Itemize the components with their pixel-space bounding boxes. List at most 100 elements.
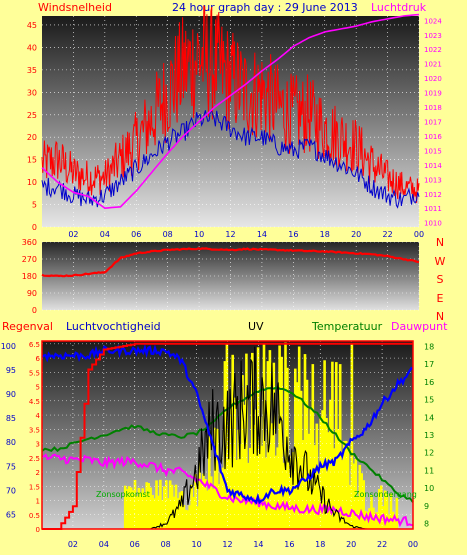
- y-tick-humidity: 75: [6, 462, 16, 471]
- solar-bar: [376, 512, 379, 529]
- solar-bar: [252, 424, 256, 529]
- y-axis-right-1: 1010 1011 1012 1013 1014 1015 1016 1017 1018 1019…: [424, 17, 442, 227]
- compass-label: E: [437, 292, 444, 305]
- y-tick-rain: 6: [36, 355, 41, 363]
- solar-bar: [235, 460, 238, 529]
- y-tick-left-1: 40: [27, 43, 37, 52]
- compass-label: N: [436, 310, 444, 323]
- luchtvochtigheid-label: Luchtvochtigheid: [66, 320, 161, 333]
- solar-bar: [165, 480, 168, 529]
- y-tick-right-1: 1015: [424, 147, 442, 155]
- y-axis-temperature: 8 9 10 11 12 13 14 15 16 17 18: [424, 342, 434, 528]
- solar-bar: [204, 479, 207, 529]
- y-tick-temperature: 9: [424, 502, 429, 511]
- solar-bar: [344, 440, 348, 529]
- solar-bar: [176, 498, 180, 529]
- y-tick-rain: 3: [36, 441, 40, 449]
- solar-bar: [338, 364, 342, 529]
- y-tick-temperature: 11: [424, 466, 434, 475]
- y-tick-right-1: 1010: [424, 220, 442, 228]
- x-tick-1: 12: [225, 230, 235, 239]
- y-tick-temperature: 13: [424, 431, 434, 440]
- y-tick-humidity: 85: [6, 414, 16, 423]
- solar-bar: [393, 515, 397, 529]
- solar-bar: [342, 441, 346, 529]
- x-axis-1: 02 04 06 08 10 12 14 16 18 20 22 00: [68, 230, 424, 239]
- solar-bar: [137, 487, 141, 529]
- x-tick-1: 06: [131, 230, 141, 239]
- solar-bar: [313, 445, 317, 529]
- solar-bar: [157, 495, 160, 529]
- y-tick-temperature: 14: [424, 413, 434, 422]
- solar-bar: [292, 452, 295, 529]
- solar-bar: [260, 445, 264, 529]
- solar-bar: [278, 345, 281, 529]
- x-tick-3: 12: [222, 540, 232, 549]
- solar-bar: [337, 429, 340, 529]
- solar-bar: [372, 507, 375, 529]
- y-tick-left-2: 360: [22, 238, 37, 247]
- solar-bar: [301, 440, 305, 529]
- y-tick-rain: 4: [36, 412, 41, 420]
- x-tick-1: 04: [100, 230, 110, 239]
- solar-bar: [335, 362, 338, 529]
- solar-bar: [186, 510, 190, 529]
- y-tick-temperature: 15: [424, 396, 434, 405]
- x-tick-1: 00: [414, 230, 424, 239]
- y-tick-left-1: 10: [27, 178, 37, 187]
- solar-bar: [151, 495, 154, 529]
- solar-bar: [123, 485, 127, 529]
- regenval-label: Regenval: [2, 320, 53, 333]
- x-tick-1: 16: [288, 230, 298, 239]
- x-tick-1: 08: [163, 230, 173, 239]
- x-tick-1: 14: [257, 230, 267, 239]
- rain-line: [42, 342, 413, 530]
- solar-bar: [315, 423, 319, 529]
- solar-bar: [307, 433, 311, 529]
- solar-bar: [190, 484, 193, 529]
- solar-bar: [178, 492, 182, 529]
- solar-bar: [348, 484, 352, 529]
- series-2: [41, 247, 420, 278]
- y-tick-humidity: 90: [6, 390, 16, 399]
- y-tick-temperature: 17: [424, 360, 434, 369]
- solar-bar: [170, 484, 174, 529]
- y-tick-rain: 2.5: [29, 455, 40, 463]
- y-tick-left-1: 5: [32, 201, 37, 210]
- solar-bar: [184, 509, 188, 529]
- solar-bar: [333, 448, 336, 529]
- y-tick-rain: 3.5: [29, 426, 40, 434]
- y-tick-temperature: 18: [424, 342, 434, 351]
- solar-bar: [389, 493, 393, 529]
- solar-bar: [208, 433, 211, 529]
- solar-bar: [219, 469, 223, 529]
- x-tick-3: 10: [191, 540, 201, 549]
- solar-bar: [284, 342, 287, 529]
- x-tick-3: 20: [346, 540, 356, 549]
- solar-bar: [362, 480, 365, 529]
- solar-bar: [331, 361, 334, 529]
- y-tick-right-1: 1024: [424, 17, 442, 25]
- x-tick-3: 16: [284, 540, 294, 549]
- x-tick-1: 10: [194, 230, 204, 239]
- solar-bar: [370, 495, 373, 529]
- solar-bar: [317, 465, 320, 529]
- solar-bar: [188, 505, 191, 529]
- solar-bar: [243, 404, 246, 529]
- y-tick-left-1: 0: [32, 223, 37, 232]
- solar-bar: [303, 354, 307, 529]
- y-tick-humidity: 80: [6, 438, 16, 447]
- x-tick-3: 18: [315, 540, 325, 549]
- solar-bar: [295, 382, 299, 529]
- solar-bar: [329, 399, 332, 529]
- solar-bar: [217, 484, 221, 529]
- solar-bar: [233, 397, 236, 529]
- y-tick-temperature: 10: [424, 484, 434, 493]
- solar-bar: [159, 479, 162, 529]
- solar-bar: [270, 423, 274, 529]
- solar-bar: [209, 476, 213, 529]
- solar-bar: [211, 488, 215, 529]
- solar-bar: [198, 461, 201, 529]
